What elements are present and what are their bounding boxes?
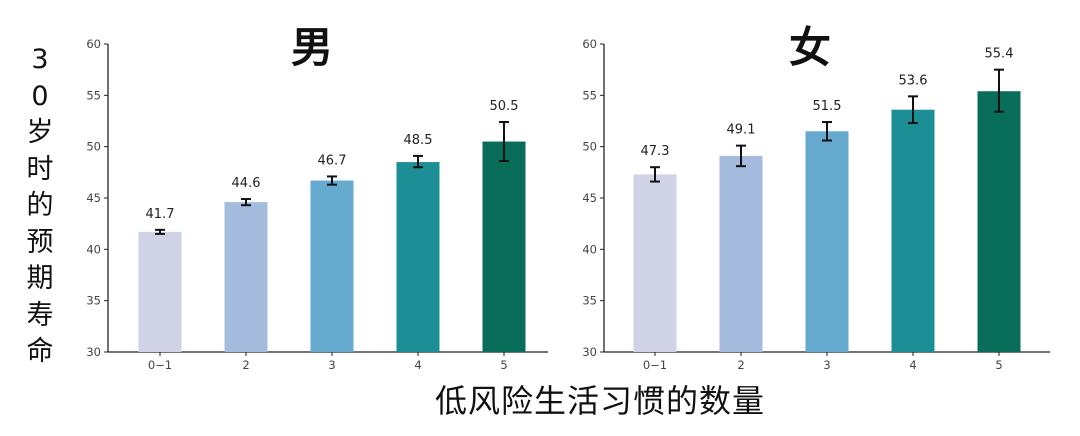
female-panel-title: 女 <box>789 23 831 72</box>
male-bar <box>482 141 526 352</box>
female-bar <box>891 109 935 352</box>
male-y-tick-label: 35 <box>86 294 101 308</box>
male-bar <box>138 231 182 352</box>
male-bar <box>396 162 440 352</box>
female-value-label: 47.3 <box>641 144 670 159</box>
female-y-tick-label: 35 <box>582 294 597 308</box>
male-y-tick-label: 50 <box>86 140 101 154</box>
female-y-tick-label: 45 <box>582 191 597 205</box>
male-x-tick-label: 5 <box>500 358 507 372</box>
male-panel-title: 男 <box>291 23 333 72</box>
female-y-tick-label: 50 <box>582 140 597 154</box>
male-bar <box>310 180 354 352</box>
male-value-label: 41.7 <box>146 207 175 222</box>
female-x-tick-label: 5 <box>995 358 1002 372</box>
female-x-tick-label: 3 <box>823 358 830 372</box>
female-y-tick-label: 55 <box>582 88 597 102</box>
female-value-label: 49.1 <box>727 123 756 138</box>
female-bar <box>633 174 677 352</box>
male-value-label: 44.6 <box>232 176 261 191</box>
male-y-tick-label: 30 <box>86 345 101 359</box>
female-y-tick-label: 40 <box>582 242 597 256</box>
female-y-tick-label: 30 <box>582 345 597 359</box>
male-x-tick-label: 3 <box>328 358 335 372</box>
male-y-tick-label: 45 <box>86 191 101 205</box>
female-value-label: 51.5 <box>813 99 842 114</box>
female-y-tick-label: 60 <box>582 37 597 51</box>
y-axis-label: 3 0 岁 时 的 预 期 寿 命 <box>26 44 54 367</box>
male-y-tick-label: 40 <box>86 242 101 256</box>
male-x-tick-label: 2 <box>242 358 249 372</box>
male-bar <box>224 202 268 352</box>
male-y-tick-label: 60 <box>86 37 101 51</box>
female-value-label: 53.6 <box>899 73 928 88</box>
male-value-label: 50.5 <box>490 99 519 114</box>
female-x-tick-label: 4 <box>909 358 916 372</box>
female-x-tick-label: 2 <box>737 358 744 372</box>
female-bar <box>977 91 1021 352</box>
female-bar <box>719 155 763 352</box>
female-bar <box>805 131 849 352</box>
female-x-tick-label: 0−1 <box>643 358 667 372</box>
male-x-tick-label: 4 <box>414 358 421 372</box>
male-value-label: 48.5 <box>404 133 433 148</box>
male-x-tick-label: 0−1 <box>148 358 172 372</box>
male-value-label: 46.7 <box>318 153 347 168</box>
male-y-tick-label: 55 <box>86 88 101 102</box>
female-value-label: 55.4 <box>985 47 1014 62</box>
x-axis-label: 低风险生活习惯的数量 <box>434 382 765 420</box>
